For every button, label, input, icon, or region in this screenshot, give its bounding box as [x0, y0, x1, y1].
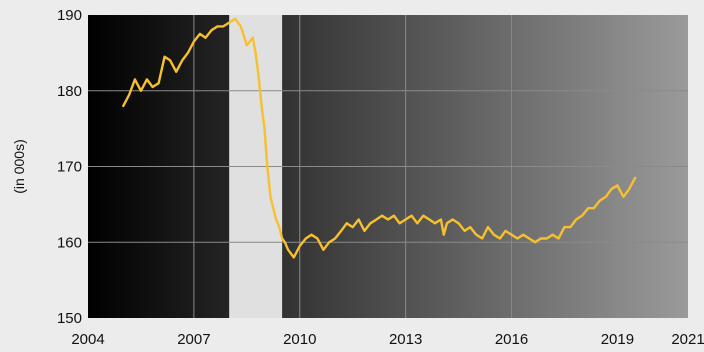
x-tick-label: 2016 — [495, 331, 528, 348]
x-tick-label: 2021 — [671, 331, 704, 348]
x-tick-label: 2010 — [283, 331, 316, 348]
series-line — [122, 17, 637, 259]
x-tick-label: 2007 — [177, 331, 210, 348]
x-tick-label: 2004 — [71, 331, 104, 348]
x-tick-label: 2013 — [389, 331, 422, 348]
y-tick-label: 180 — [57, 83, 82, 100]
y-tick-label: 150 — [57, 310, 82, 327]
y-tick-label: 190 — [57, 7, 82, 24]
y-tick-label: 160 — [57, 234, 82, 251]
y-axis-title: (in 000s) — [11, 139, 27, 193]
x-tick-label: 2019 — [601, 331, 634, 348]
y-tick-label: 170 — [57, 159, 82, 176]
